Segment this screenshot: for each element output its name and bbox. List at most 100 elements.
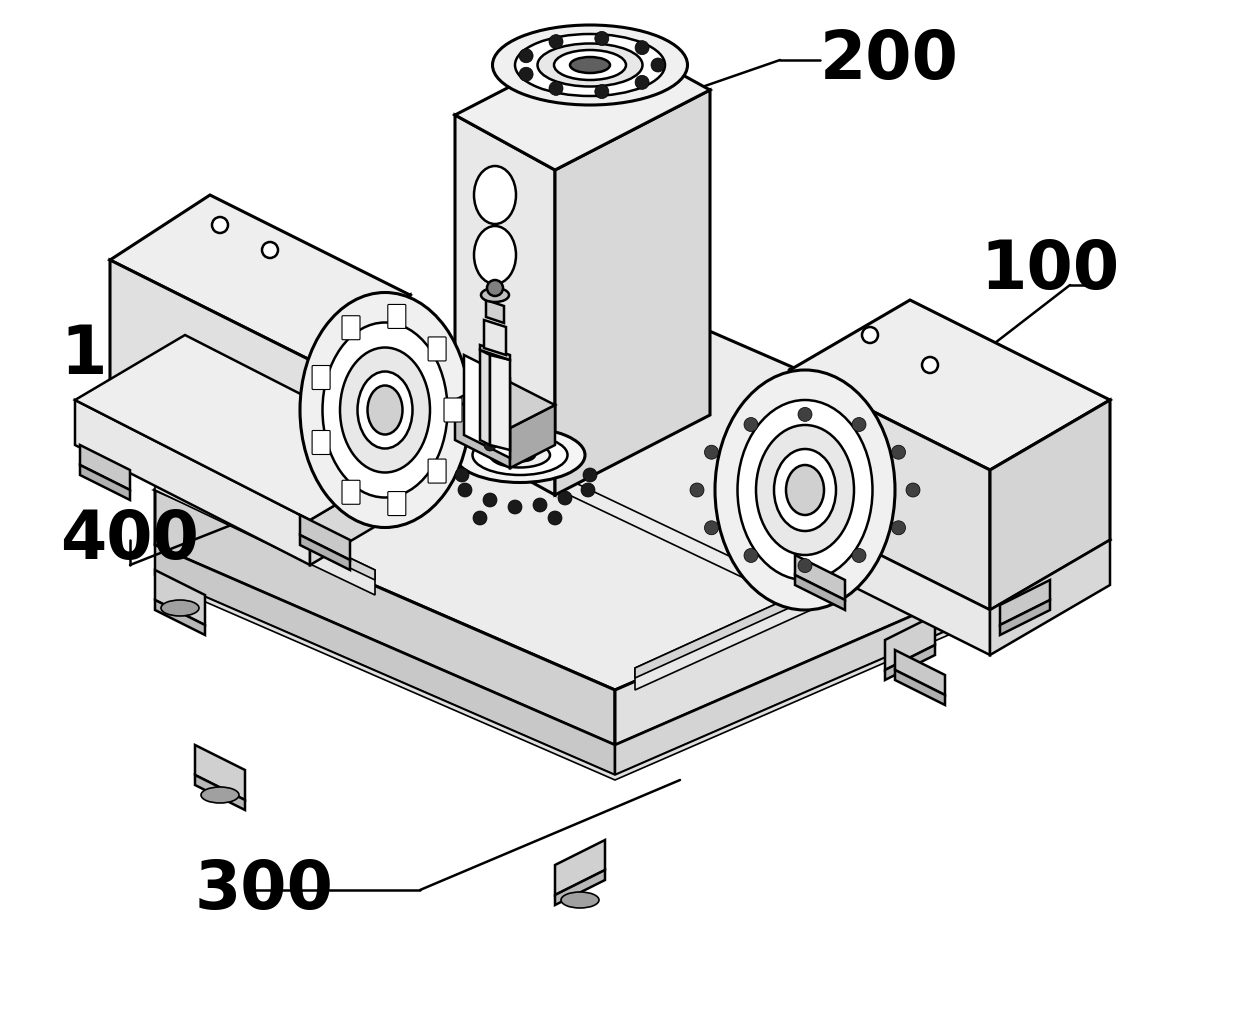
Circle shape [262,242,278,258]
Circle shape [558,491,572,505]
FancyBboxPatch shape [312,366,330,389]
Polygon shape [155,600,205,635]
Circle shape [548,511,562,525]
Circle shape [583,468,596,482]
Circle shape [799,408,812,422]
Polygon shape [195,745,246,800]
Polygon shape [310,294,410,500]
Circle shape [689,483,704,497]
Polygon shape [155,545,615,775]
Polygon shape [895,650,945,695]
Polygon shape [480,345,510,360]
Polygon shape [300,535,350,570]
Polygon shape [990,540,1110,655]
Polygon shape [790,510,990,655]
Circle shape [212,217,228,233]
Text: 100: 100 [980,237,1120,303]
FancyBboxPatch shape [342,480,360,504]
Circle shape [635,41,649,55]
Circle shape [508,500,522,514]
Ellipse shape [715,370,895,610]
Circle shape [892,445,905,460]
Polygon shape [635,468,1075,678]
Circle shape [533,498,547,512]
Ellipse shape [738,400,873,580]
Circle shape [582,483,595,497]
Circle shape [744,548,758,562]
Circle shape [458,483,472,497]
Polygon shape [455,400,510,468]
Ellipse shape [481,288,508,302]
Circle shape [704,445,718,460]
Polygon shape [110,195,410,360]
Ellipse shape [357,372,413,448]
Circle shape [852,418,866,431]
Ellipse shape [492,25,687,105]
Polygon shape [110,260,310,500]
Ellipse shape [554,50,626,81]
Polygon shape [635,468,1075,690]
Ellipse shape [786,465,825,515]
Ellipse shape [472,435,568,475]
FancyBboxPatch shape [388,305,405,328]
Polygon shape [74,335,420,520]
Ellipse shape [570,57,610,73]
FancyBboxPatch shape [428,460,446,483]
Polygon shape [74,400,310,565]
Ellipse shape [300,292,470,528]
Circle shape [744,418,758,431]
Polygon shape [155,290,1075,690]
Ellipse shape [340,347,430,473]
Polygon shape [556,870,605,905]
Text: 100: 100 [60,322,200,388]
Ellipse shape [455,428,585,483]
Polygon shape [480,350,490,445]
Polygon shape [81,465,130,500]
Ellipse shape [505,448,534,462]
Polygon shape [195,775,246,810]
Circle shape [549,82,563,96]
Circle shape [892,521,905,535]
Circle shape [852,548,866,562]
FancyBboxPatch shape [388,491,405,516]
Polygon shape [885,645,935,680]
Polygon shape [455,35,711,170]
Polygon shape [155,570,205,625]
Text: 200: 200 [820,26,959,93]
Circle shape [635,75,649,90]
Polygon shape [790,370,990,610]
Polygon shape [615,490,1075,745]
Polygon shape [895,671,945,705]
Circle shape [595,32,609,46]
Ellipse shape [474,166,516,224]
Polygon shape [790,440,1110,610]
Text: 300: 300 [195,857,334,923]
Polygon shape [999,600,1050,635]
Ellipse shape [537,44,642,87]
Polygon shape [310,455,420,565]
Circle shape [520,49,533,63]
Polygon shape [990,400,1110,610]
Polygon shape [464,355,510,458]
Circle shape [799,558,812,573]
Circle shape [520,67,533,82]
Ellipse shape [367,385,403,434]
Circle shape [923,357,937,373]
Polygon shape [790,300,1110,470]
Circle shape [862,327,878,343]
Polygon shape [999,580,1050,625]
Polygon shape [484,320,506,355]
Polygon shape [490,355,510,450]
FancyBboxPatch shape [312,430,330,454]
Circle shape [595,85,609,99]
Polygon shape [155,575,1075,780]
FancyBboxPatch shape [342,316,360,339]
Ellipse shape [474,226,516,284]
Text: 400: 400 [60,507,198,573]
Polygon shape [300,515,350,560]
Polygon shape [155,465,374,580]
FancyBboxPatch shape [428,337,446,361]
Polygon shape [155,465,374,595]
Polygon shape [510,405,556,468]
Polygon shape [556,840,605,895]
